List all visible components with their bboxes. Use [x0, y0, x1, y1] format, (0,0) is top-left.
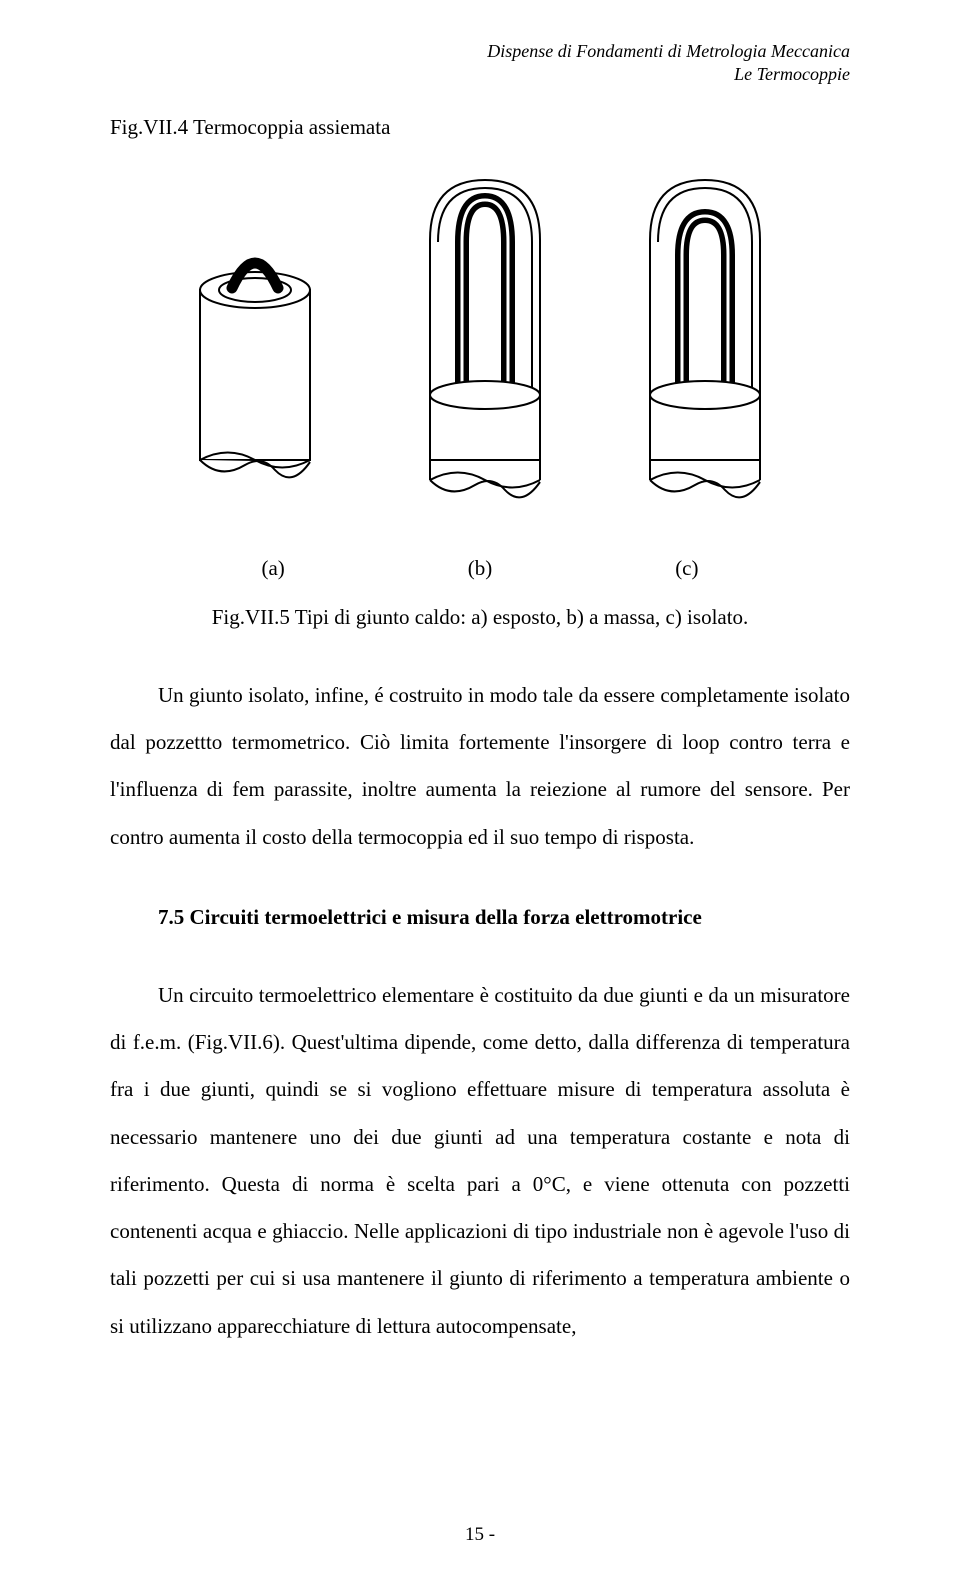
- figure-labels-row: (a) (b) (c): [110, 556, 850, 581]
- body-text-2: Un circuito termoelettrico elementare è …: [110, 972, 850, 1350]
- figure-label-a: (a): [261, 556, 284, 581]
- section-heading: 7.5 Circuiti termoelettrici e misura del…: [110, 905, 850, 930]
- page: Dispense di Fondamenti di Metrologia Mec…: [0, 0, 960, 1574]
- figure-diagram: [110, 150, 850, 550]
- figure-caption-mid: Fig.VII.5 Tipi di giunto caldo: a) espos…: [110, 605, 850, 630]
- body-text: Un giunto isolato, infine, é costruito i…: [110, 672, 850, 861]
- header-line-2: Le Termocoppie: [110, 63, 850, 86]
- figure-label-c: (c): [675, 556, 698, 581]
- running-header: Dispense di Fondamenti di Metrologia Mec…: [110, 40, 850, 87]
- paragraph-2: Un circuito termoelettrico elementare è …: [110, 972, 850, 1350]
- page-number: 15 -: [0, 1524, 960, 1546]
- thermocouple-svg: [110, 150, 850, 550]
- figure-label-b: (b): [468, 556, 493, 581]
- figure-caption-top: Fig.VII.4 Termocoppia assiemata: [110, 115, 850, 140]
- paragraph-1: Un giunto isolato, infine, é costruito i…: [110, 672, 850, 861]
- header-line-1: Dispense di Fondamenti di Metrologia Mec…: [110, 40, 850, 63]
